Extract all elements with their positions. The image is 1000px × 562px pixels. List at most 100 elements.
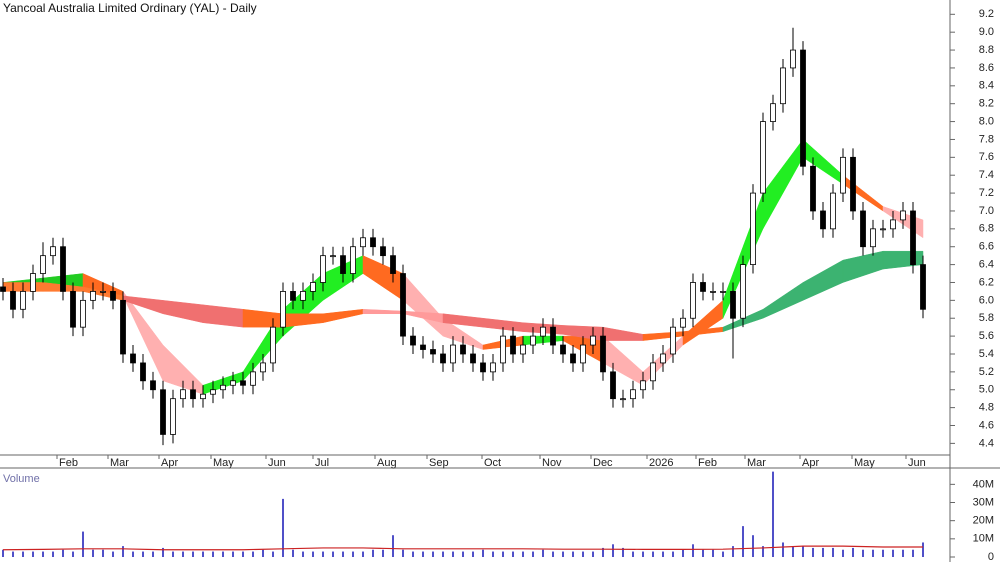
volume-bar (602, 547, 604, 557)
x-tick-label: Apr (802, 457, 819, 469)
volume-bar (792, 546, 794, 557)
candle-body (130, 353, 136, 364)
candle-body (290, 291, 296, 301)
candle-body (670, 326, 676, 355)
volume-bar (62, 549, 64, 557)
volume-bar (322, 551, 324, 557)
candle-body (340, 255, 346, 274)
volume-bar (172, 551, 174, 557)
candle-body (470, 353, 476, 364)
candle-body (400, 273, 406, 337)
y-tick-label: 5.8 (979, 312, 994, 324)
volume-bar (832, 547, 834, 557)
volume-bar (42, 551, 44, 557)
candle-body (700, 282, 706, 292)
ma-band (202, 304, 244, 328)
volume-bar (482, 549, 484, 557)
y-tick-label: 6.8 (979, 223, 994, 235)
candle-body (380, 246, 386, 257)
candle-body (620, 398, 626, 401)
candle-body (830, 192, 836, 230)
volume-bar (272, 551, 274, 557)
candle-body (450, 344, 456, 364)
candle-body (520, 344, 526, 355)
candle-body (570, 353, 576, 364)
y-tick-label: 8.2 (979, 98, 994, 110)
volume-bar (662, 551, 664, 557)
volume-bar (442, 551, 444, 557)
y-tick-label: 4.4 (979, 437, 994, 449)
volume-bar (512, 551, 514, 557)
candle-body (590, 335, 596, 346)
candle-body (460, 344, 466, 355)
volume-bar (532, 551, 534, 557)
candle-body (840, 156, 846, 194)
y-tick-label: 7.0 (979, 205, 994, 217)
ma-band (322, 309, 364, 324)
volume-bar (382, 549, 384, 557)
candle-body (790, 49, 796, 69)
x-tick-label: Jun (268, 457, 286, 469)
candle-body (430, 349, 436, 355)
candle-body (220, 384, 226, 391)
volume-bar (502, 551, 504, 557)
y-tick-label: 8.4 (979, 80, 994, 92)
volume-bar (852, 547, 854, 557)
candle-body (890, 219, 896, 230)
volume-bar (162, 547, 164, 557)
y-tick-label: 8.8 (979, 44, 994, 56)
candle-body (900, 210, 906, 221)
volume-bar (592, 551, 594, 557)
volume-label: Volume (3, 473, 40, 485)
volume-bar (192, 551, 194, 557)
volume-y-tick-label: 0 (988, 551, 994, 562)
y-tick-label: 7.6 (979, 151, 994, 163)
volume-bar (252, 551, 254, 557)
candle-body (170, 398, 176, 435)
candle-body (100, 291, 106, 293)
volume-bar (552, 551, 554, 557)
candle-body (320, 255, 326, 283)
volume-y-tick-label: 10M (973, 533, 994, 545)
candle-body (190, 389, 196, 400)
y-tick-label: 6.2 (979, 276, 994, 288)
candle-body (480, 362, 486, 373)
volume-bar (352, 551, 354, 557)
volume-bar (572, 551, 574, 557)
ma-band (882, 250, 924, 270)
y-tick-label: 6.6 (979, 241, 994, 253)
candle-body (160, 389, 166, 435)
ma-band (802, 138, 844, 185)
ma-band (162, 300, 204, 324)
y-tick-label: 7.4 (979, 169, 994, 181)
y-tick-label: 8.0 (979, 115, 994, 127)
candle-body (120, 299, 126, 355)
volume-bar (772, 471, 774, 557)
candle-body (30, 273, 36, 292)
volume-bar (372, 549, 374, 557)
candle-body (180, 389, 186, 400)
candle-body (50, 246, 56, 257)
volume-bar (392, 535, 394, 557)
volume-bar (902, 549, 904, 557)
volume-bar (802, 546, 804, 557)
candle-body (550, 326, 556, 346)
candle-body (300, 291, 306, 301)
volume-bar (582, 551, 584, 557)
volume-bar (422, 551, 424, 557)
candle-body (210, 389, 216, 395)
ma-band (282, 313, 324, 328)
volume-bar (102, 549, 104, 557)
candle-body (680, 317, 686, 328)
x-tick-label: Jun (908, 457, 926, 469)
candle-body (660, 353, 666, 364)
volume-bar (402, 549, 404, 557)
volume-bar (712, 549, 714, 557)
volume-y-tick-label: 30M (973, 496, 994, 508)
candle-body (640, 380, 646, 391)
volume-bar (142, 551, 144, 557)
volume-bar (282, 498, 284, 557)
x-tick-label: 2026 (649, 457, 673, 469)
y-tick-label: 7.8 (979, 133, 994, 145)
candle-body (920, 264, 926, 310)
